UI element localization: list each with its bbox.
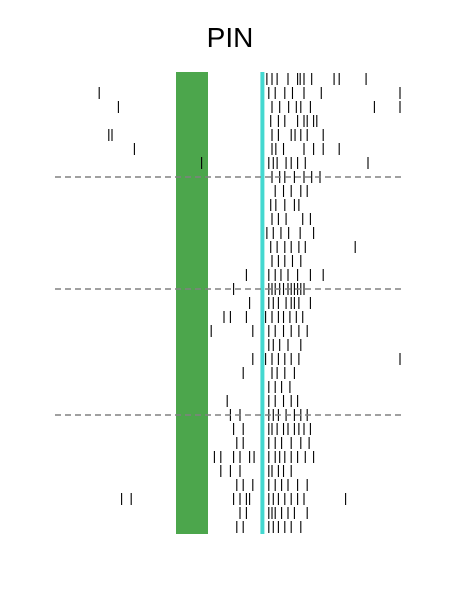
plot-area [55, 72, 405, 534]
stimulus-band [176, 72, 208, 534]
chart-title: PIN [207, 22, 254, 53]
